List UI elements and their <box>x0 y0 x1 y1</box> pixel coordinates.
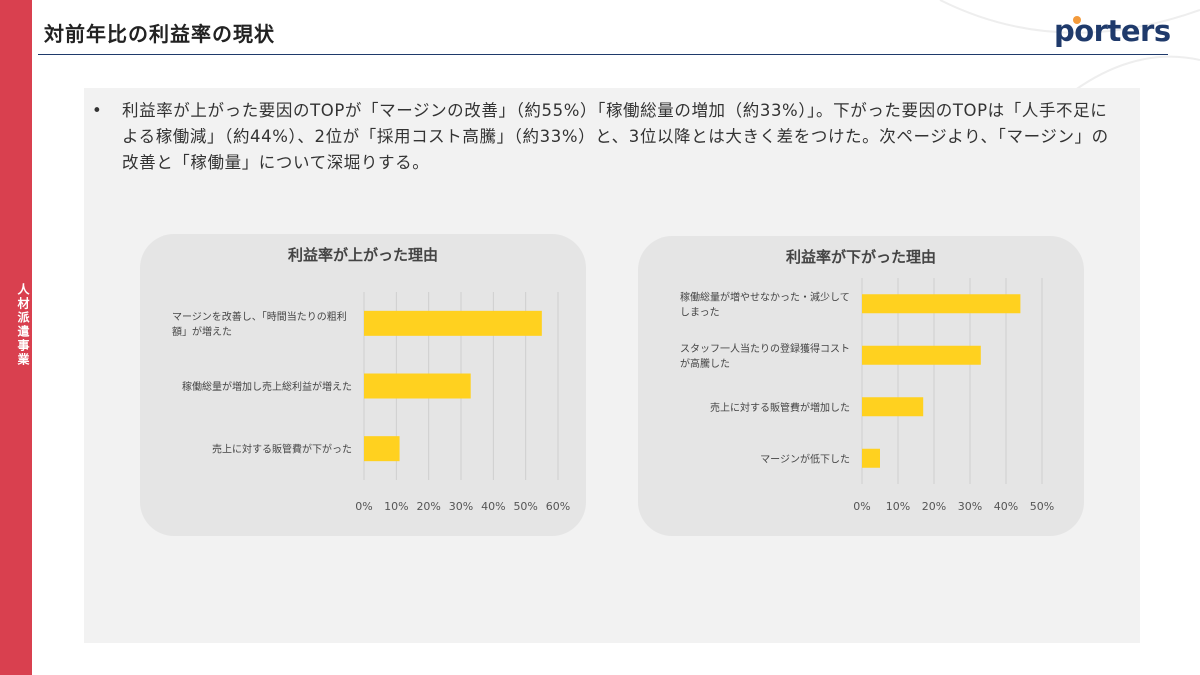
x-tick-label: 0% <box>355 500 372 513</box>
x-tick-label: 40% <box>481 500 505 513</box>
category-label: 稼働総量が増加し売上総利益が増えた <box>182 380 352 393</box>
category-label: マージンが低下した <box>760 452 850 465</box>
page-title: 対前年比の利益率の現状 <box>44 22 275 46</box>
x-tick-label: 50% <box>1030 500 1054 513</box>
bar <box>862 345 981 365</box>
logo-accent-icon <box>1073 16 1081 24</box>
bullet-icon: • <box>92 101 103 120</box>
bar <box>862 294 1021 314</box>
chart-card-down: 利益率が下がった理由 0% 10% 20% 30% 40% 50% 稼働総量が増やせなかった… <box>638 236 1084 536</box>
x-tick-label: 0% <box>853 500 870 513</box>
porters-logo: porters <box>1054 14 1171 48</box>
x-tick-label: 60% <box>546 500 570 513</box>
x-tick-label: 40% <box>994 500 1018 513</box>
x-tick-label: 10% <box>384 500 408 513</box>
x-tick-label: 30% <box>958 500 982 513</box>
category-label: 額」が増えた <box>172 325 232 338</box>
x-tick-label: 50% <box>513 500 537 513</box>
summary-text: 利益率が上がった要因のTOPが「マージンの改善」（約55%）「稼働総量の増加（約… <box>122 101 1109 172</box>
bar <box>364 373 471 399</box>
category-label: マージンを改善し、「時間当たりの粗利 <box>172 310 347 323</box>
bar <box>364 436 400 462</box>
chart-down: 0% 10% 20% 30% 40% 50% 稼働総量が増やせなかった・減少してしまったスタ… <box>680 278 1054 513</box>
x-tick-label: 20% <box>922 500 946 513</box>
side-band <box>0 0 32 675</box>
chart-up: 0% 10% 20% 30% 40% 50% 60% マージンを改善し、「時間当たりの粗利額」… <box>172 292 570 513</box>
category-label: 売上に対する販管費が下がった <box>212 443 352 456</box>
x-tick-label: 10% <box>886 500 910 513</box>
bar <box>364 310 542 336</box>
category-label: が高騰した <box>680 357 730 370</box>
category-label: しまった <box>680 306 720 318</box>
category-label: 稼働総量が増やせなかった・減少して <box>680 290 850 303</box>
chart-card-up: 利益率が上がった理由 0% 10% 20% 30% 40% 50% 60% マージンを改善し、… <box>140 234 586 536</box>
category-label: スタッフ一人当たりの登録獲得コスト <box>680 342 850 355</box>
category-label: 売上に対する販管費が増加した <box>710 401 850 414</box>
summary-bullet: • 利益率が上がった要因のTOPが「マージンの改善」（約55%）「稼働総量の増加… <box>92 98 1122 176</box>
chart-title-down: 利益率が下がった理由 <box>785 248 936 266</box>
bar <box>862 397 924 417</box>
chart-title-up: 利益率が上がった理由 <box>287 246 438 264</box>
title-divider <box>38 54 1168 55</box>
x-tick-label: 30% <box>449 500 473 513</box>
x-tick-label: 20% <box>416 500 440 513</box>
bar <box>862 448 880 468</box>
section-label: 人材派遣事業 <box>16 283 30 367</box>
